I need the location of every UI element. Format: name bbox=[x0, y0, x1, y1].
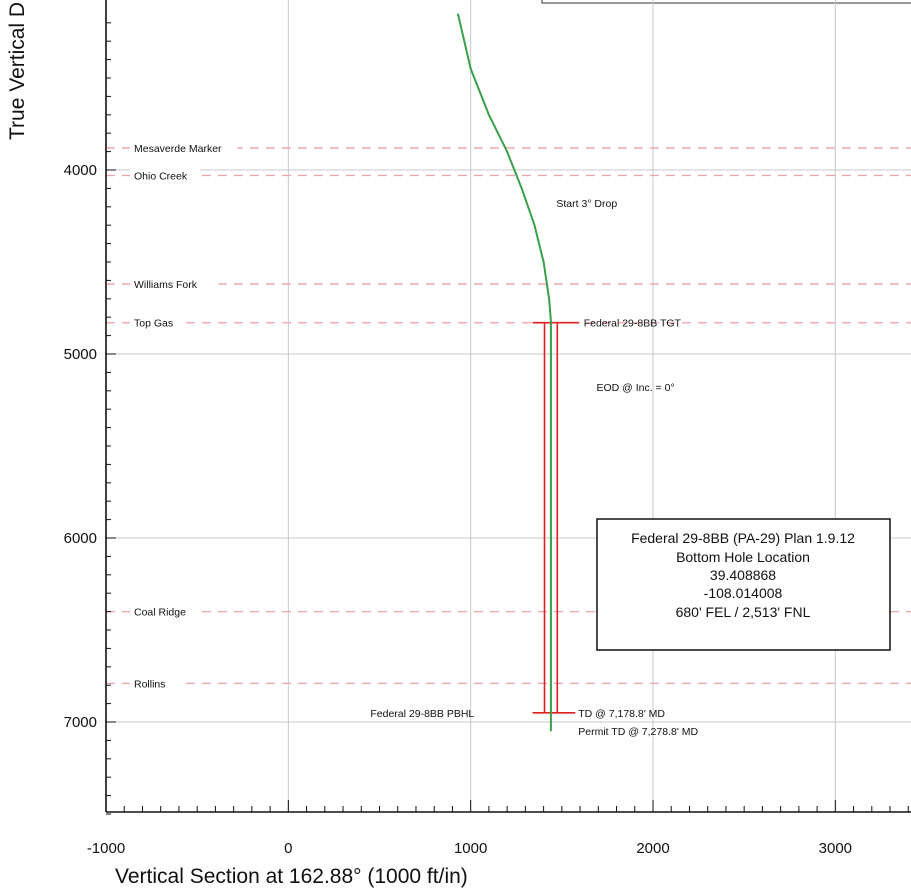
annotation-label: EOD @ Inc. = 0° bbox=[596, 382, 674, 394]
y-axis-label: True Vertical D bbox=[6, 2, 29, 140]
y-tick-label: 5000 bbox=[64, 346, 97, 363]
formation-label-bg bbox=[130, 676, 182, 691]
formation-label: Mesaverde Marker bbox=[134, 143, 222, 155]
bhl-line-1: Federal 29-8BB (PA-29) Plan 1.9.12 bbox=[631, 530, 855, 546]
annotations: Start 3° Drop Federal 29-8BB TGT EOD @ Inc… bbox=[370, 198, 698, 738]
formation-label-bg bbox=[130, 277, 219, 292]
well-path bbox=[456, 13, 552, 732]
y-tick-label: 7000 bbox=[64, 714, 97, 731]
bhl-line-3: 39.408868 bbox=[710, 567, 776, 583]
formation-label: Williams Fork bbox=[134, 279, 198, 291]
y-tick-label: 6000 bbox=[64, 530, 97, 547]
annotation-label: Start 3° Drop bbox=[556, 198, 617, 210]
x-axis-label: Vertical Section at 162.88° (1000 ft/in) bbox=[115, 865, 468, 888]
grid bbox=[105, 0, 911, 812]
x-tick-label: 3000 bbox=[819, 840, 852, 857]
bottom-hole-location-box: Federal 29-8BB (PA-29) Plan 1.9.12 Botto… bbox=[596, 518, 891, 651]
formation-label-bg bbox=[130, 604, 200, 619]
target-casing bbox=[532, 321, 580, 714]
formation-label: Top Gas bbox=[134, 318, 173, 330]
annotation-label: Federal 29-8BB TGT bbox=[584, 318, 682, 330]
formation-label-bg bbox=[130, 140, 238, 155]
formation-label-bg bbox=[130, 168, 200, 183]
bhl-line-4: -108.014008 bbox=[704, 585, 783, 601]
x-tick-label: -1000 bbox=[87, 840, 125, 857]
well-path-line bbox=[456, 13, 552, 732]
formation-label-bg bbox=[130, 315, 182, 330]
y-tick-label: 4000 bbox=[64, 162, 97, 179]
formation-label: Rollins bbox=[134, 678, 166, 690]
x-tick-label: 0 bbox=[284, 840, 292, 857]
axes: -1000 0 1000 2000 3000 4000 5000 6000 7000 bbox=[64, 0, 911, 857]
annotation-label: Federal 29-8BB PBHL bbox=[370, 708, 474, 720]
bhl-line-2: Bottom Hole Location bbox=[676, 549, 810, 565]
annotation-label: TD @ 7,178.8' MD bbox=[578, 708, 665, 720]
x-tick-label: 1000 bbox=[454, 840, 487, 857]
formation-tops: Mesaverde Marker Ohio Creek Williams Fork T… bbox=[106, 140, 911, 691]
x-tick-label: 2000 bbox=[636, 840, 669, 857]
formation-label: Ohio Creek bbox=[134, 171, 188, 183]
formation-label: Coal Ridge bbox=[134, 607, 186, 619]
bhl-line-5: 680' FEL / 2,513' FNL bbox=[676, 604, 811, 620]
annotation-label: Permit TD @ 7,278.8' MD bbox=[578, 726, 698, 738]
legend-frame-fragment bbox=[541, 0, 911, 4]
